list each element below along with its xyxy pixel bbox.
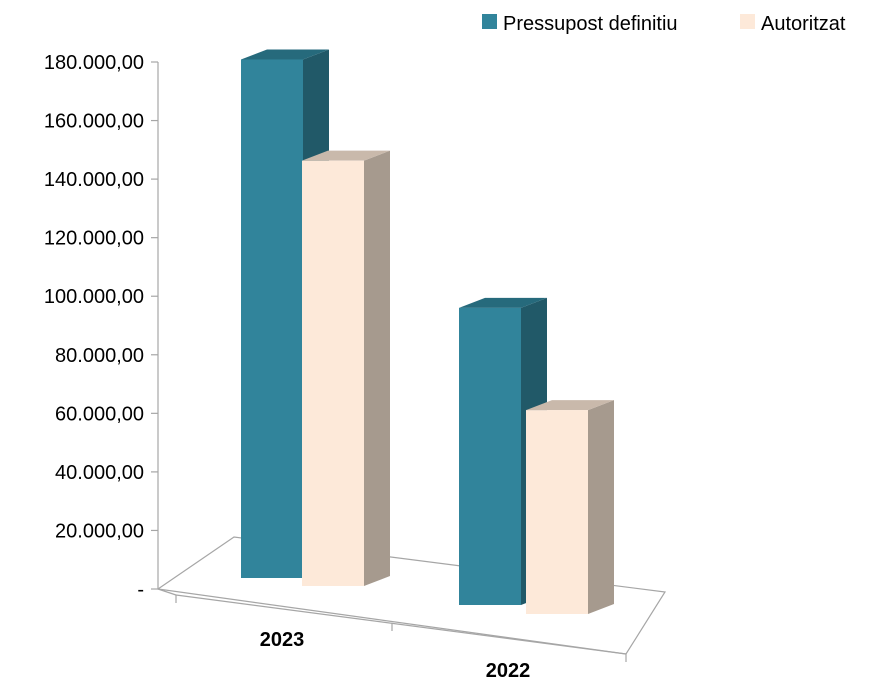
bar-front [302, 160, 364, 587]
bar-top [459, 297, 547, 308]
bar-2023-series-2 [302, 150, 390, 587]
bar-top [526, 400, 614, 411]
y-tick-label: 60.000,00 [55, 403, 144, 425]
y-tick-label: 20.000,00 [55, 520, 144, 542]
y-tick-label: 140.000,00 [44, 169, 144, 191]
x-axis-labels: 2023 2022 [260, 629, 531, 680]
legend-swatch-series-2 [740, 14, 755, 29]
bar-front [526, 410, 588, 614]
y-tick-label: 40.000,00 [55, 462, 144, 484]
bar-side [364, 150, 390, 587]
bar-top [241, 49, 329, 60]
y-tick-label: 120.000,00 [44, 228, 144, 250]
x-category-label-2022: 2022 [486, 660, 531, 680]
legend-swatch-series-1 [482, 14, 497, 29]
bar-front [459, 307, 521, 605]
bars [241, 49, 614, 614]
y-tick-label: 180.000,00 [44, 52, 144, 74]
x-axis-line [175, 594, 627, 655]
legend-label-series-1: Pressupost definitiu [503, 13, 678, 35]
bar-2022-series-2 [526, 400, 614, 614]
y-tick-label: 100.000,00 [44, 286, 144, 308]
y-tick-label: 80.000,00 [55, 345, 144, 367]
y-tick-label: - [137, 579, 144, 601]
bar-front [241, 59, 303, 578]
bar-top [302, 150, 390, 161]
y-tick-label: 160.000,00 [44, 111, 144, 133]
legend-label-series-2: Autoritzat [761, 13, 846, 35]
bar-side [588, 400, 614, 614]
legend: Pressupost definitiu Autoritzat [482, 13, 846, 35]
x-category-label-2023: 2023 [260, 629, 305, 651]
x-axis-start [157, 588, 177, 596]
y-axis: - 20.000,00 40.000,00 60.000,00 80.000,00 100… [44, 52, 159, 601]
